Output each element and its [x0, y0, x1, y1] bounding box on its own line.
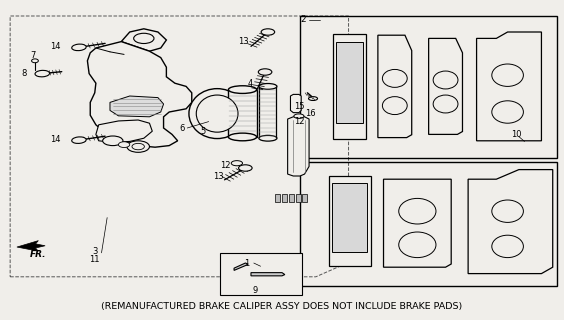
Text: 9: 9: [253, 286, 258, 295]
Polygon shape: [384, 179, 451, 267]
Ellipse shape: [492, 200, 523, 222]
Polygon shape: [121, 29, 166, 51]
Ellipse shape: [259, 135, 277, 141]
Polygon shape: [275, 194, 280, 202]
Ellipse shape: [127, 141, 149, 152]
Ellipse shape: [259, 84, 277, 89]
Ellipse shape: [258, 69, 272, 75]
Polygon shape: [288, 117, 309, 176]
Polygon shape: [251, 273, 285, 276]
Text: 13: 13: [239, 37, 249, 46]
Bar: [220, 253, 302, 295]
Text: 14: 14: [50, 135, 60, 144]
Polygon shape: [336, 42, 363, 123]
Text: 6: 6: [179, 124, 184, 133]
Text: 1: 1: [244, 259, 250, 268]
Text: 13: 13: [214, 172, 224, 181]
Ellipse shape: [72, 137, 86, 143]
Ellipse shape: [231, 161, 243, 166]
Polygon shape: [259, 86, 276, 138]
Text: 16: 16: [305, 109, 315, 118]
Polygon shape: [234, 263, 248, 270]
Text: 8: 8: [21, 69, 27, 78]
Ellipse shape: [32, 59, 38, 63]
Ellipse shape: [132, 143, 144, 150]
Ellipse shape: [382, 97, 407, 115]
Polygon shape: [328, 176, 371, 266]
Polygon shape: [228, 90, 257, 137]
Polygon shape: [282, 194, 287, 202]
Text: 7: 7: [30, 52, 36, 60]
Polygon shape: [333, 34, 366, 139]
Text: FR.: FR.: [30, 250, 47, 259]
Polygon shape: [96, 120, 152, 142]
Ellipse shape: [399, 232, 436, 258]
Ellipse shape: [492, 235, 523, 258]
Polygon shape: [378, 35, 412, 138]
Text: 12: 12: [221, 161, 231, 170]
Polygon shape: [468, 170, 553, 274]
Ellipse shape: [492, 101, 523, 123]
Ellipse shape: [294, 114, 304, 118]
Polygon shape: [296, 194, 301, 202]
Text: (REMANUFACTURED BRAKE CALIPER ASSY DOES NOT INCLUDE BRAKE PADS): (REMANUFACTURED BRAKE CALIPER ASSY DOES …: [102, 302, 462, 311]
Polygon shape: [289, 194, 294, 202]
Polygon shape: [290, 94, 301, 113]
Ellipse shape: [239, 165, 252, 171]
Text: 2: 2: [300, 15, 306, 24]
Text: 10: 10: [512, 130, 522, 139]
Polygon shape: [17, 241, 45, 251]
Text: 12: 12: [294, 117, 304, 126]
Ellipse shape: [228, 133, 257, 141]
Polygon shape: [110, 96, 164, 117]
Polygon shape: [302, 194, 307, 202]
Text: 11: 11: [90, 255, 100, 264]
Ellipse shape: [103, 136, 123, 146]
Text: 14: 14: [50, 42, 60, 51]
Ellipse shape: [399, 198, 436, 224]
Ellipse shape: [189, 89, 245, 139]
Text: 4: 4: [247, 79, 253, 88]
Ellipse shape: [196, 95, 238, 132]
Ellipse shape: [433, 95, 458, 113]
Ellipse shape: [261, 29, 275, 35]
Ellipse shape: [433, 71, 458, 89]
Polygon shape: [477, 32, 541, 141]
Ellipse shape: [134, 33, 154, 44]
Polygon shape: [429, 38, 462, 134]
Ellipse shape: [309, 97, 318, 100]
Text: 5: 5: [200, 127, 206, 136]
Text: 15: 15: [294, 102, 304, 111]
Ellipse shape: [382, 69, 407, 87]
Text: 3: 3: [92, 247, 98, 256]
Ellipse shape: [72, 44, 86, 51]
Ellipse shape: [492, 64, 523, 86]
Ellipse shape: [35, 70, 50, 77]
Polygon shape: [332, 183, 368, 252]
Ellipse shape: [118, 142, 130, 148]
Ellipse shape: [228, 86, 257, 93]
Polygon shape: [87, 42, 192, 147]
